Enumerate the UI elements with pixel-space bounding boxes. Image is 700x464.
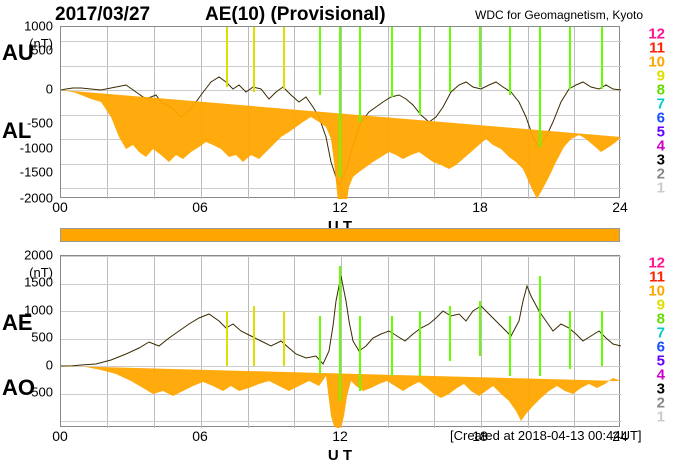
ae-ao-y-axis: 2000 (nT) 1500 1000 500 0 -500 bbox=[2, 255, 57, 427]
created-timestamp: [Created at 2018-04-13 00:44UT] bbox=[450, 428, 642, 443]
chart-title: AE(10) (Provisional) bbox=[205, 4, 386, 26]
chart-header: 2017/03/27 AE(10) (Provisional) WDC for … bbox=[0, 2, 700, 24]
chart-source: WDC for Geomagnetism, Kyoto bbox=[475, 8, 643, 22]
au-al-waveform[interactable] bbox=[61, 27, 621, 199]
au-al-x-axis: 00 06 12 18 24 bbox=[60, 199, 620, 217]
au-al-panel: AU AL bbox=[60, 26, 620, 198]
au-al-legend: 12 11 10 9 8 7 6 5 4 3 2 1 bbox=[625, 26, 665, 198]
activity-colorbar bbox=[60, 228, 620, 242]
au-al-plot-area[interactable] bbox=[60, 26, 620, 198]
ae-ao-waveform[interactable] bbox=[61, 256, 621, 428]
ae-ao-legend: 12 11 10 9 8 7 6 5 4 3 2 1 bbox=[625, 255, 665, 427]
ae-ao-plot-area[interactable] bbox=[60, 255, 620, 427]
ae-ao-panel: AE AO bbox=[60, 255, 620, 427]
au-al-y-axis: 1000 (nT) 500 0 -500 -1000 -1500 -2000 bbox=[2, 26, 57, 198]
chart-date: 2017/03/27 bbox=[55, 4, 150, 26]
